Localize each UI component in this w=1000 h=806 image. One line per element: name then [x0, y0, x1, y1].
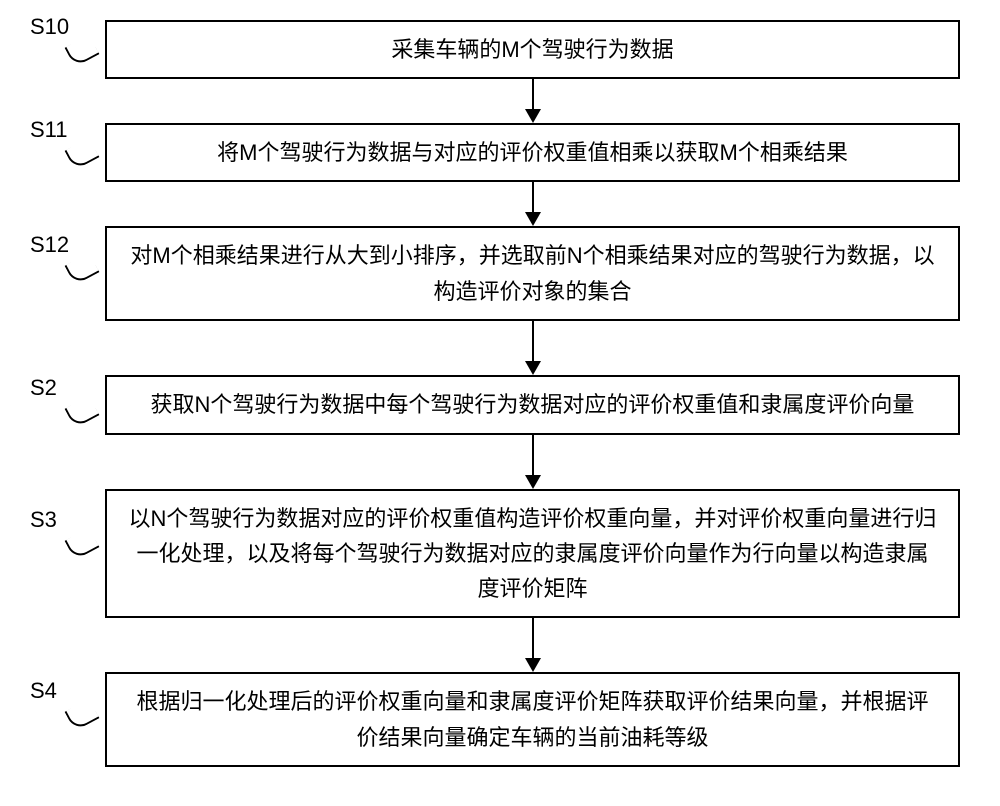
- step-box: 将M个驾驶行为数据与对应的评价权重值相乘以获取M个相乘结果: [105, 123, 960, 182]
- step-label: S3: [30, 507, 57, 533]
- step-row-s12: S12对M个相乘结果进行从大到小排序，并选取前N个相乘结果对应的驾驶行为数据，以…: [40, 226, 960, 320]
- step-row-s10: S10采集车辆的M个驾驶行为数据: [40, 20, 960, 79]
- step-text: 采集车辆的M个驾驶行为数据: [391, 32, 673, 67]
- step-box: 根据归一化处理后的评价权重向量和隶属度评价矩阵获取评价结果向量，并根据评价结果向…: [105, 672, 960, 766]
- step-box: 采集车辆的M个驾驶行为数据: [105, 20, 960, 79]
- arrow-down-icon: [98, 79, 968, 123]
- step-box: 获取N个驾驶行为数据中每个驾驶行为数据对应的评价权重值和隶属度评价向量: [105, 375, 960, 435]
- flowchart-container: S10采集车辆的M个驾驶行为数据 S11将M个驾驶行为数据与对应的评价权重值相乘以…: [40, 20, 960, 767]
- step-row-s3: S3以N个驾驶行为数据对应的评价权重值构造评价权重向量，并对评价权重向量进行归一…: [40, 489, 960, 619]
- arrow-down-icon: [98, 435, 968, 489]
- step-box: 以N个驾驶行为数据对应的评价权重值构造评价权重向量，并对评价权重向量进行归一化处…: [105, 489, 960, 619]
- step-label: S12: [30, 232, 69, 258]
- step-box: 对M个相乘结果进行从大到小排序，并选取前N个相乘结果对应的驾驶行为数据，以构造评…: [105, 226, 960, 320]
- step-text: 对M个相乘结果进行从大到小排序，并选取前N个相乘结果对应的驾驶行为数据，以构造评…: [127, 238, 938, 308]
- label-connector-icon: [64, 138, 99, 171]
- label-connector-icon: [64, 253, 99, 286]
- arrow-down-icon: [98, 618, 968, 672]
- arrow-down-icon: [98, 182, 968, 226]
- step-text: 将M个驾驶行为数据与对应的评价权重值相乘以获取M个相乘结果: [217, 135, 848, 170]
- step-text: 根据归一化处理后的评价权重向量和隶属度评价矩阵获取评价结果向量，并根据评价结果向…: [127, 684, 938, 754]
- label-connector-icon: [64, 35, 99, 68]
- step-label: S11: [30, 117, 68, 143]
- arrow-down-icon: [98, 321, 968, 375]
- step-label: S4: [30, 678, 57, 704]
- step-row-s11: S11将M个驾驶行为数据与对应的评价权重值相乘以获取M个相乘结果: [40, 123, 960, 182]
- step-row-s4: S4根据归一化处理后的评价权重向量和隶属度评价矩阵获取评价结果向量，并根据评价结…: [40, 672, 960, 766]
- step-label: S10: [30, 14, 69, 40]
- label-connector-icon: [64, 699, 99, 732]
- step-text: 获取N个驾驶行为数据中每个驾驶行为数据对应的评价权重值和隶属度评价向量: [151, 387, 915, 422]
- label-connector-icon: [64, 527, 99, 560]
- label-connector-icon: [64, 395, 99, 428]
- step-text: 以N个驾驶行为数据对应的评价权重值构造评价权重向量，并对评价权重向量进行归一化处…: [127, 501, 938, 607]
- step-label: S2: [30, 375, 57, 401]
- step-row-s2: S2获取N个驾驶行为数据中每个驾驶行为数据对应的评价权重值和隶属度评价向量: [40, 375, 960, 435]
